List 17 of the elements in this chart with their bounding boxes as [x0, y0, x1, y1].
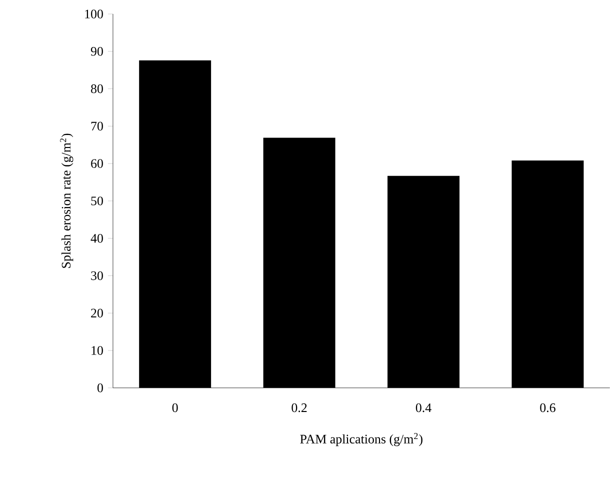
y-tick-label: 20	[91, 308, 103, 318]
y-tick-label: 0	[97, 384, 103, 392]
y-tick-label: 90	[90, 47, 103, 56]
y-tick-label: 100	[85, 10, 103, 18]
y-tick-label: 50	[91, 196, 103, 206]
y-tick-label: 30	[91, 271, 103, 280]
y-tick-label: 40	[90, 234, 103, 243]
y-tick-label: 60	[91, 159, 103, 168]
y-axis-title: Splash erosion rate (g/m$^{2}$)	[60, 134, 74, 268]
y-tick-label: 80	[91, 84, 103, 94]
x-tick-label: 0.6	[540, 403, 556, 412]
y-tick-label: 70	[91, 122, 103, 131]
x-axis-title: PAM aplications (g/m$^{2}$)	[300, 433, 422, 446]
x-tick-label: 0.4	[416, 403, 432, 412]
x-tick-label: 0.2	[292, 403, 307, 412]
x-tick-label: 0	[172, 403, 178, 412]
y-tick-label: 10	[92, 346, 103, 355]
